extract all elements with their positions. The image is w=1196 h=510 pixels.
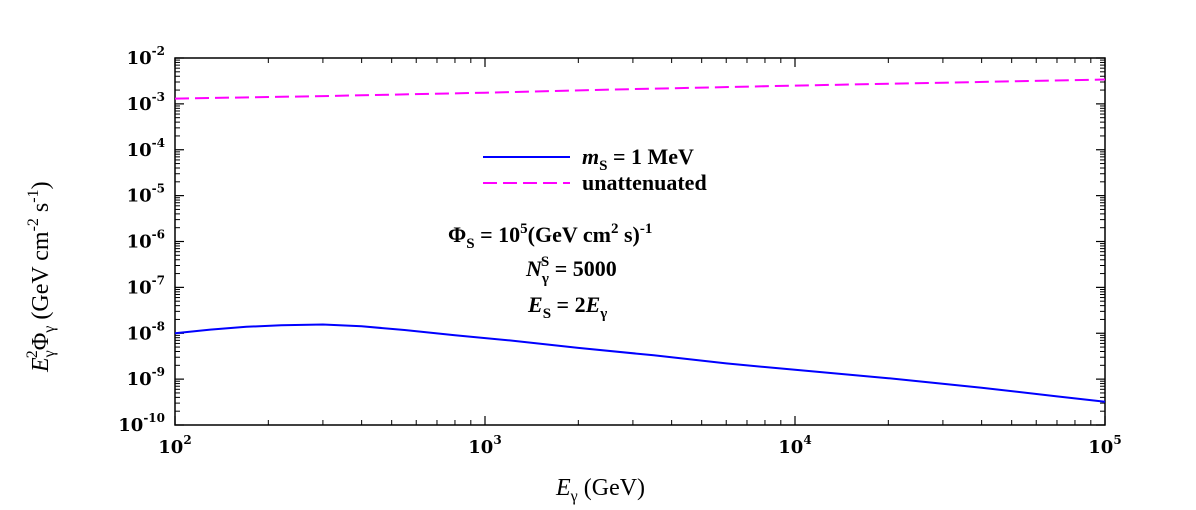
series-lines bbox=[174, 78, 1106, 403]
series-line-unattenuated bbox=[174, 78, 1106, 100]
y-tick-label: 10-2 bbox=[127, 44, 165, 69]
x-tick-label: 103 bbox=[468, 433, 501, 458]
y-tick-label: 10-8 bbox=[127, 319, 165, 344]
x-tick-label: 104 bbox=[778, 433, 811, 458]
axis-ticks bbox=[174, 57, 1106, 426]
plot-area bbox=[174, 57, 1106, 426]
legend: mS = 1 MeV unattenuated bbox=[483, 144, 707, 195]
annotation-photon-number: NγS = 5000 bbox=[525, 254, 617, 287]
y-axis-title: Eγ2Φγ (GeV cm-2 s-1) bbox=[24, 181, 58, 373]
y-tick-label: 10-5 bbox=[127, 182, 165, 207]
legend-label-unattenuated: unattenuated bbox=[582, 170, 707, 195]
y-tick-label: 10-9 bbox=[127, 365, 165, 390]
y-tick-label: 10-6 bbox=[127, 228, 165, 253]
x-tick-labels: 102 103 104 105 bbox=[158, 433, 1121, 458]
legend-label-ms: mS = 1 MeV bbox=[582, 144, 694, 174]
annotation-energy-relation: ES = 2Eγ bbox=[527, 292, 607, 322]
plot-frame bbox=[174, 57, 1106, 426]
annotations: ΦS = 105(GeV cm2 s)-1 NγS = 5000 ES = 2E… bbox=[448, 221, 652, 322]
y-tick-label: 10-3 bbox=[127, 90, 165, 115]
x-tick-label: 102 bbox=[158, 433, 191, 458]
y-tick-label: 10-4 bbox=[127, 136, 165, 161]
annotation-flux: ΦS = 105(GeV cm2 s)-1 bbox=[448, 221, 652, 252]
y-tick-label: 10-10 bbox=[118, 411, 165, 436]
y-tick-labels: 10-10 10-9 10-8 10-7 10-6 10-5 10-4 10-3 10-2 bbox=[118, 44, 165, 436]
x-axis-title: Eγ (GeV) bbox=[555, 475, 645, 505]
series-line-ms bbox=[174, 323, 1106, 403]
y-tick-label: 10-7 bbox=[127, 273, 165, 298]
x-tick-label: 105 bbox=[1088, 433, 1121, 458]
